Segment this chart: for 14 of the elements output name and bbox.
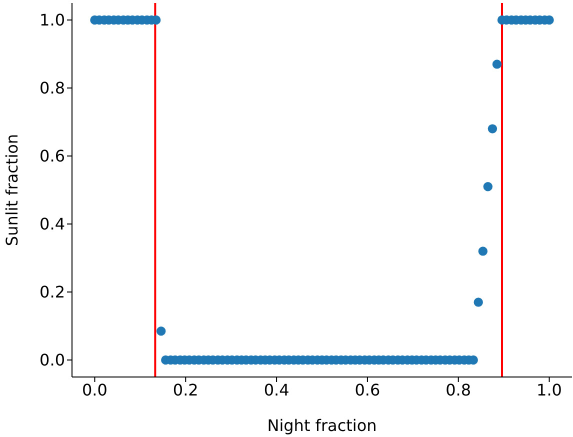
- y-tick-label: 0.6: [40, 146, 65, 166]
- x-tick-label: 0.2: [172, 380, 198, 400]
- x-tick-label: 0.6: [354, 380, 380, 400]
- y-tick-label: 0.2: [40, 282, 65, 302]
- y-tick-label: 0.4: [40, 214, 65, 234]
- x-tick-label: 1.0: [536, 380, 562, 400]
- y-axis-title: Sunlit fraction: [2, 134, 22, 246]
- x-tick-label: 0.4: [264, 380, 290, 400]
- x-axis-title: Night fraction: [267, 416, 377, 435]
- y-tick-label: 0.8: [40, 78, 65, 98]
- x-tick-label: 0.0: [82, 380, 108, 400]
- x-tick-label: 0.8: [446, 380, 472, 400]
- y-tick-label: 0.0: [40, 350, 65, 370]
- y-tick-label: 1.0: [40, 10, 65, 30]
